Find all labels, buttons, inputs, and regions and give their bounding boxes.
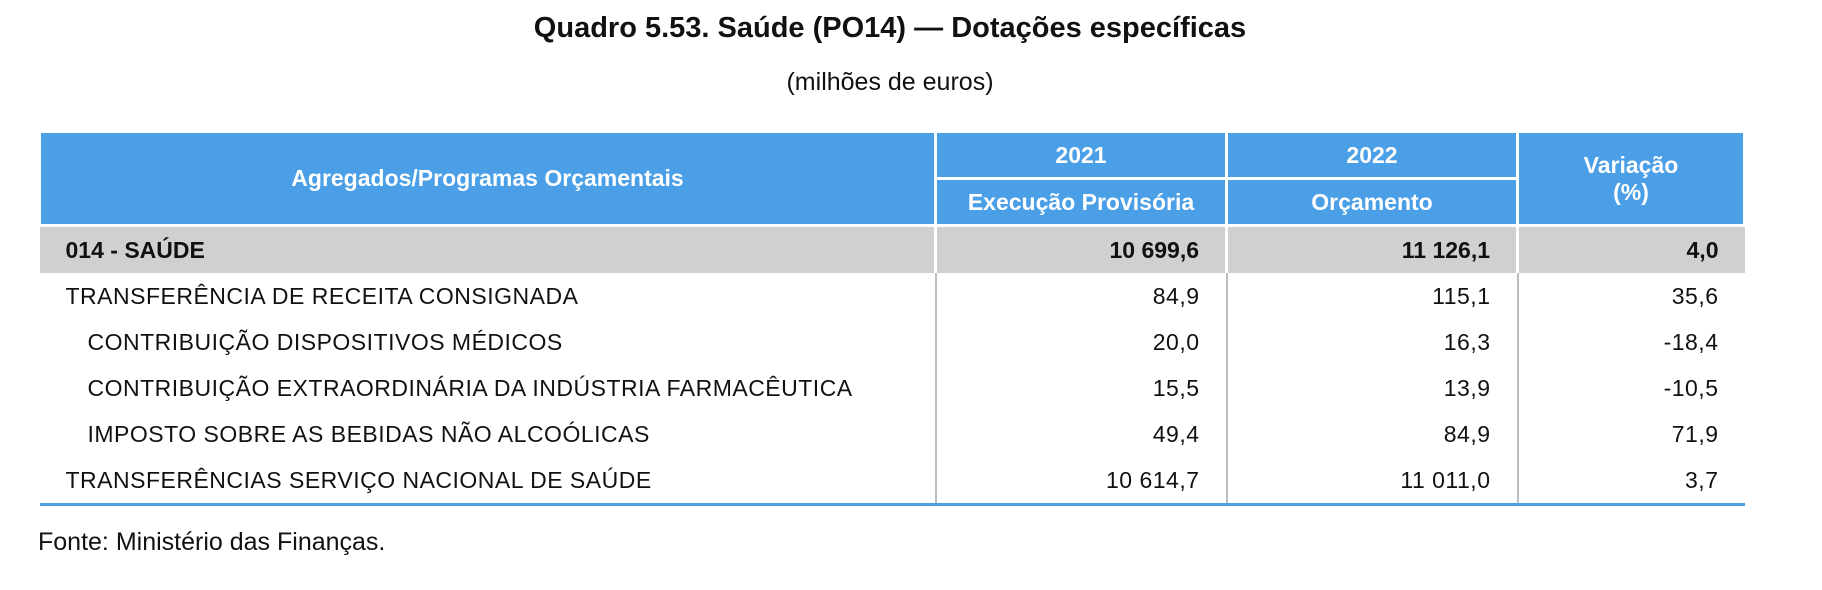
table-subtitle: (milhões de euros) (786, 68, 994, 96)
cell-2022: 84,9 (1225, 411, 1518, 457)
cell-2022: 11 011,0 (1225, 457, 1518, 506)
header-aggregates: Agregados/Programas Orçamentais (38, 130, 937, 227)
table-row: TRANSFERÊNCIA DE RECEITA CONSIGNADA 84,9… (40, 273, 1745, 319)
header-variation: Variação (%) (1516, 130, 1746, 227)
cell-2021: 20,0 (934, 319, 1227, 365)
header-year-2021: 2021 (934, 130, 1228, 180)
table-title: Quadro 5.53. Saúde (PO14) — Dotações esp… (533, 12, 1247, 44)
cell-2021: 15,5 (934, 365, 1227, 411)
source-note: Fonte: Ministério das Finanças. (38, 528, 386, 556)
cell-2022: 16,3 (1225, 319, 1518, 365)
header-execucao-provisoria: Execução Provisória (934, 177, 1228, 227)
header-row-years: Agregados/Programas Orçamentais 2021 202… (38, 130, 1746, 227)
row-label: CONTRIBUIÇÃO EXTRAORDINÁRIA DA INDÚSTRIA… (87, 374, 853, 401)
row-label: TRANSFERÊNCIAS SERVIÇO NACIONAL DE SAÚDE (39, 457, 936, 506)
cell-variation: -18,4 (1516, 319, 1745, 365)
header-row-subtitles: Execução Provisória Orçamento (40, 177, 1745, 227)
budget-table: Agregados/Programas Orçamentais 2021 202… (38, 130, 1746, 506)
row-label: IMPOSTO SOBRE AS BEBIDAS NÃO ALCOÓLICAS (87, 420, 650, 447)
header-variation-label: Variação (1583, 151, 1679, 178)
cell-variation: 35,6 (1516, 273, 1745, 319)
header-orcamento: Orçamento (1225, 177, 1519, 227)
table-row: CONTRIBUIÇÃO DISPOSITIVOS MÉDICOS 20,0 1… (40, 319, 1745, 365)
cell-2021: 10 614,7 (934, 457, 1227, 506)
row-label: 014 - SAÚDE (39, 225, 936, 273)
header-variation-unit: (%) (1613, 178, 1649, 205)
cell-2021: 10 699,6 (934, 225, 1227, 273)
cell-variation: 71,9 (1516, 411, 1745, 457)
table-row: CONTRIBUIÇÃO EXTRAORDINÁRIA DA INDÚSTRIA… (40, 365, 1745, 411)
cell-2021: 49,4 (934, 411, 1227, 457)
table-row: TRANSFERÊNCIAS SERVIÇO NACIONAL DE SAÚDE… (39, 457, 1745, 506)
cell-variation: -10,5 (1516, 365, 1745, 411)
cell-2022: 13,9 (1225, 365, 1518, 411)
header-year-2022: 2022 (1225, 130, 1519, 180)
cell-variation: 4,0 (1516, 225, 1745, 273)
cell-2021: 84,9 (934, 273, 1227, 319)
row-label: TRANSFERÊNCIA DE RECEITA CONSIGNADA (65, 282, 579, 309)
cell-2022: 11 126,1 (1225, 225, 1518, 273)
row-label: CONTRIBUIÇÃO DISPOSITIVOS MÉDICOS (87, 328, 563, 355)
table-row: IMPOSTO SOBRE AS BEBIDAS NÃO ALCOÓLICAS … (40, 411, 1745, 457)
cell-variation: 3,7 (1516, 457, 1745, 506)
table-row-total: 014 - SAÚDE 10 699,6 11 126,1 4,0 (39, 225, 1745, 273)
cell-2022: 115,1 (1225, 273, 1518, 319)
